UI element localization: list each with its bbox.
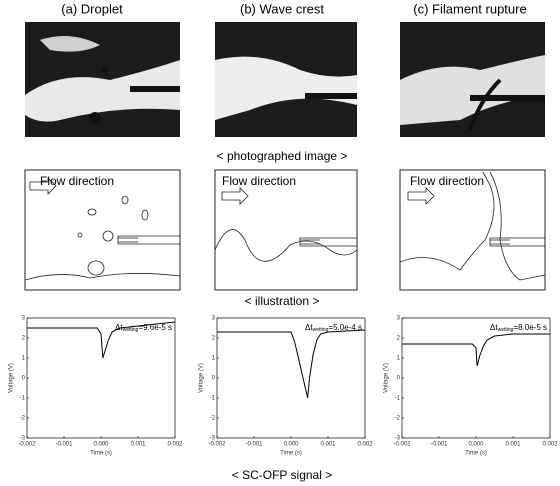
x-tick-label: 0.000 bbox=[468, 442, 484, 448]
panel-title: (b) Wave crest bbox=[240, 1, 324, 16]
x-tick-label: 0.001 bbox=[130, 442, 146, 448]
annotation-part: =9.6e-5 s bbox=[138, 323, 172, 332]
x-tick-label: 0.000 bbox=[93, 442, 109, 448]
y-tick-label: -1 bbox=[20, 396, 26, 402]
annotation-part: =5.0e-4 s bbox=[328, 323, 362, 332]
x-tick-label: 0.002 bbox=[167, 442, 183, 448]
annotation: Δtwetting=8.0e-5 s bbox=[490, 323, 547, 333]
caption: < photographed image > bbox=[217, 149, 348, 163]
y-tick-label: 1 bbox=[212, 356, 216, 362]
panel-title: (a) Droplet bbox=[61, 1, 123, 16]
y-axis-label: Voltage (V) bbox=[384, 363, 390, 393]
flow-label: Flow direction bbox=[40, 174, 114, 188]
y-tick-label: 0 bbox=[22, 376, 26, 382]
x-tick-label: -0.001 bbox=[55, 442, 73, 448]
plot-frame bbox=[401, 317, 551, 439]
annotation-part: =8.0e-5 s bbox=[513, 323, 547, 332]
y-tick-label: 0 bbox=[397, 376, 401, 382]
signal-line bbox=[27, 321, 176, 359]
x-tick-label: 0.001 bbox=[320, 442, 336, 448]
signal-line bbox=[217, 329, 366, 399]
photo bbox=[25, 22, 180, 137]
illustration bbox=[399, 169, 546, 291]
y-tick-label: -3 bbox=[395, 436, 401, 442]
illustration bbox=[24, 169, 181, 291]
x-axis-label: Time (s) bbox=[465, 451, 487, 457]
annotation: Δtwetting=9.6e-5 s bbox=[115, 323, 172, 333]
y-tick-label: 0 bbox=[212, 376, 216, 382]
x-axis-label: Time (s) bbox=[280, 451, 302, 457]
y-axis-label: Voltage (V) bbox=[199, 363, 205, 393]
y-tick-label: 1 bbox=[397, 356, 401, 362]
x-tick-label: 0.002 bbox=[542, 442, 558, 448]
y-tick-label: 3 bbox=[212, 316, 216, 322]
plot-frame bbox=[216, 317, 366, 439]
flow-label: Flow direction bbox=[222, 174, 296, 188]
x-tick-label: 0.002 bbox=[357, 442, 373, 448]
y-tick-label: 2 bbox=[22, 336, 26, 342]
x-tick-label: 0.000 bbox=[283, 442, 299, 448]
panel-title: (c) Filament rupture bbox=[413, 1, 526, 16]
x-tick-label: -0.002 bbox=[208, 442, 226, 448]
y-tick-label: 3 bbox=[397, 316, 401, 322]
y-tick-label: -2 bbox=[20, 416, 26, 422]
annotation-part: Δt bbox=[490, 323, 498, 332]
x-tick-label: -0.001 bbox=[245, 442, 263, 448]
y-tick-label: -2 bbox=[395, 416, 401, 422]
annotation: Δtwetting=5.0e-4 s bbox=[305, 323, 362, 333]
y-tick-label: 2 bbox=[212, 336, 216, 342]
y-tick-label: 3 bbox=[22, 316, 26, 322]
y-tick-label: -1 bbox=[395, 396, 401, 402]
x-tick-label: -0.001 bbox=[430, 442, 448, 448]
caption: < SC-OFP signal > bbox=[232, 468, 333, 482]
x-tick-label: -0.002 bbox=[18, 442, 36, 448]
signal-line bbox=[402, 333, 550, 367]
x-axis-label: Time (s) bbox=[90, 451, 112, 457]
y-tick-label: -3 bbox=[210, 436, 216, 442]
y-tick-label: -1 bbox=[210, 396, 216, 402]
annotation-sub: wetting bbox=[498, 327, 514, 333]
caption: < illustration > bbox=[245, 294, 320, 308]
y-tick-label: 1 bbox=[22, 356, 26, 362]
photo bbox=[215, 22, 357, 137]
y-axis-label: Voltage (V) bbox=[9, 363, 15, 393]
y-tick-label: -3 bbox=[20, 436, 26, 442]
flow-label: Flow direction bbox=[410, 174, 484, 188]
y-tick-label: 2 bbox=[397, 336, 401, 342]
annotation-sub: wetting bbox=[313, 327, 329, 333]
annotation-sub: wetting bbox=[123, 327, 139, 333]
x-tick-label: 0.001 bbox=[505, 442, 521, 448]
photo bbox=[400, 22, 545, 137]
x-tick-label: -0.002 bbox=[393, 442, 411, 448]
annotation-part: Δt bbox=[305, 323, 313, 332]
y-tick-label: -2 bbox=[210, 416, 216, 422]
illustration bbox=[214, 169, 358, 291]
